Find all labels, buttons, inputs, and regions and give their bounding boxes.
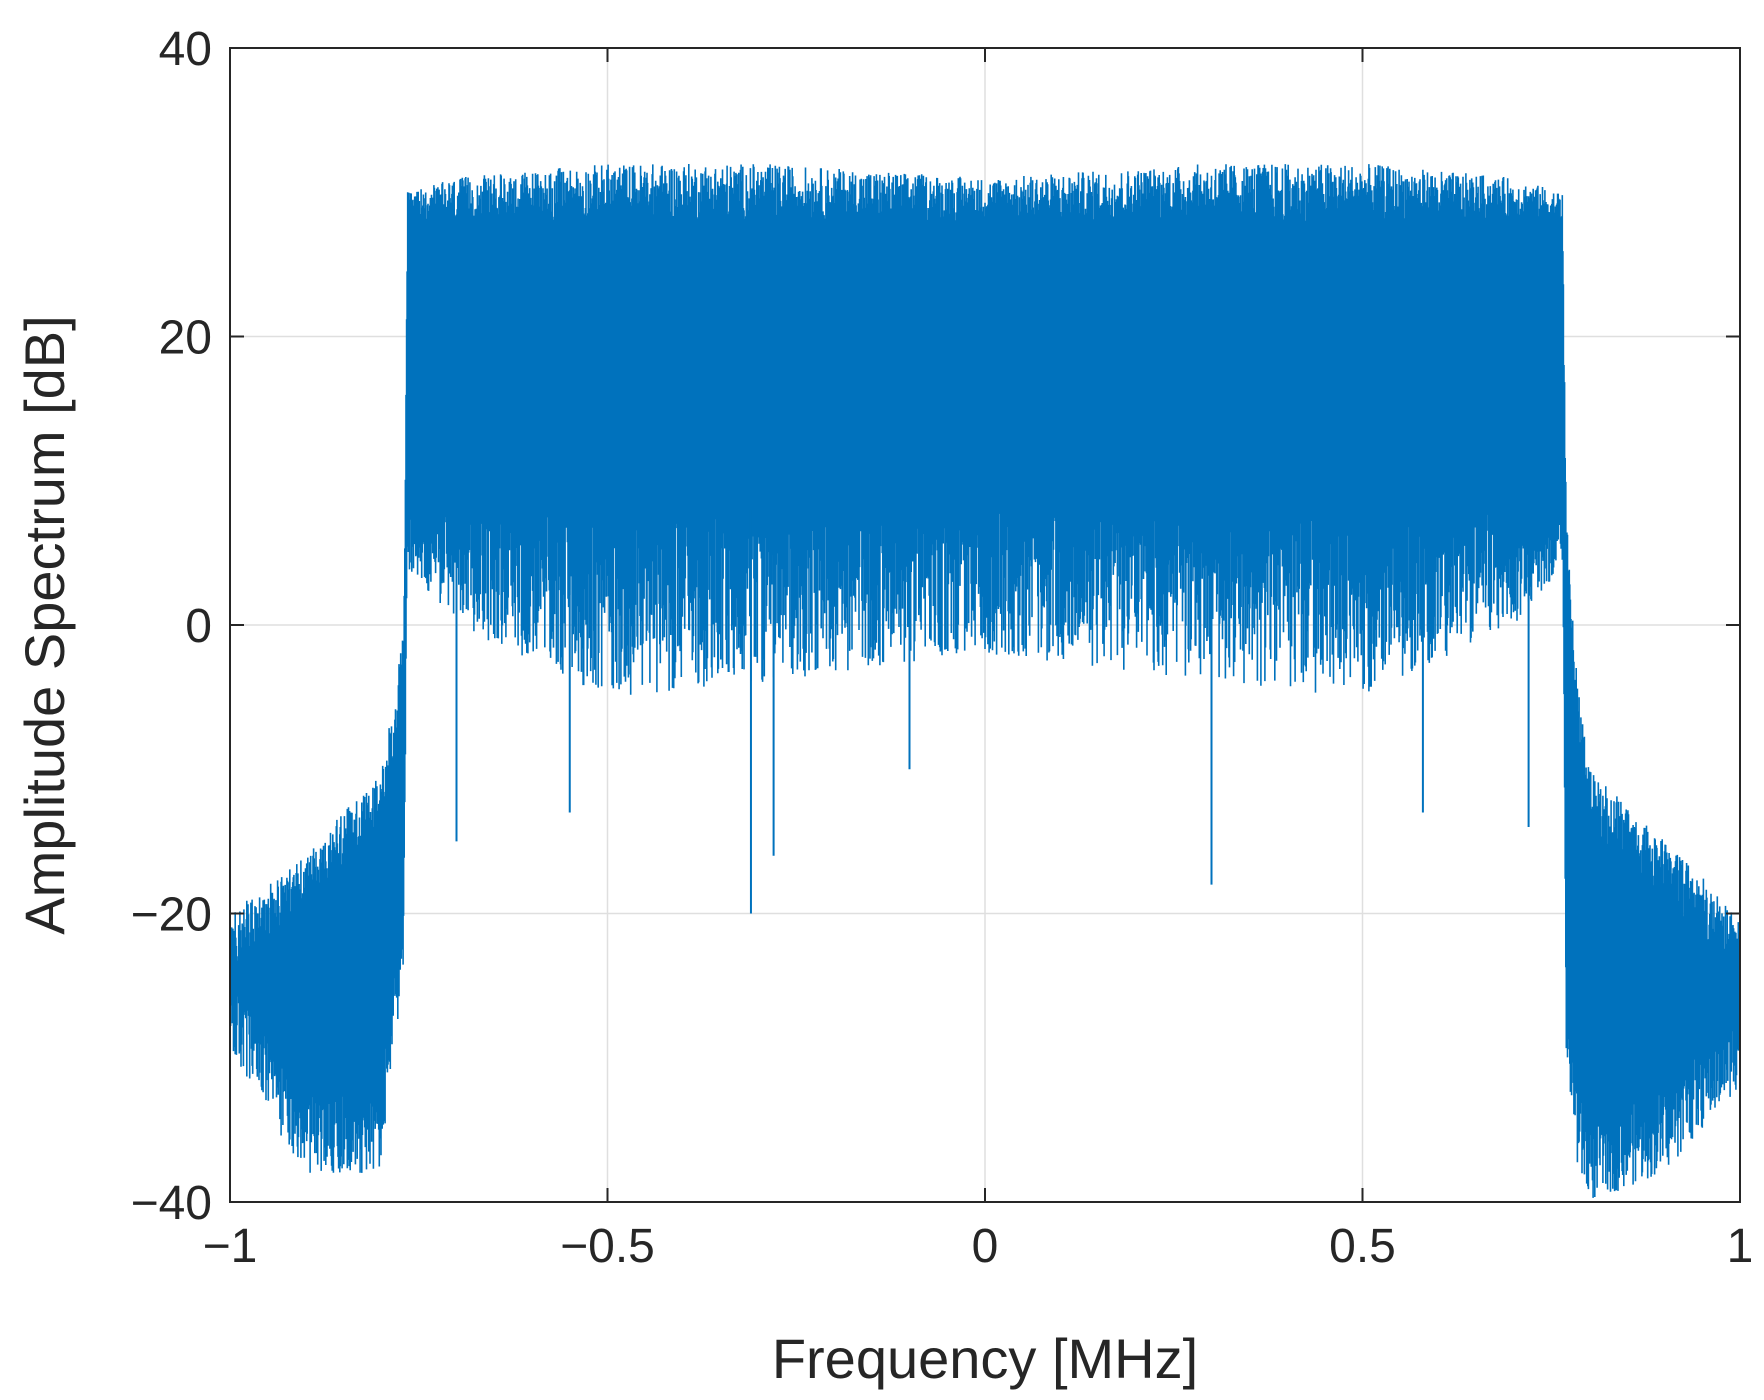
x-tick-label: 1	[1727, 1220, 1754, 1273]
x-tick-label: 0.5	[1329, 1220, 1396, 1273]
x-tick-labels: −1 −0.5 0 0.5 1	[203, 1220, 1754, 1273]
y-tick-label: 20	[159, 312, 212, 365]
spectrum-series	[230, 164, 1740, 1198]
x-tick-label: −0.5	[560, 1220, 655, 1273]
y-tick-label: −20	[131, 889, 212, 942]
y-axis-label: Amplitude Spectrum [dB]	[13, 315, 76, 934]
x-tick-label: −1	[203, 1220, 258, 1273]
x-axis-label: Frequency [MHz]	[772, 1327, 1198, 1390]
x-tick-label: 0	[972, 1220, 999, 1273]
axis-ticks	[229, 47, 1741, 1203]
passband-core	[407, 221, 1563, 510]
y-tick-label: 40	[159, 23, 212, 76]
y-tick-label: 0	[185, 600, 212, 653]
y-tick-labels: −40 −20 0 20 40	[131, 23, 212, 1230]
y-tick-label: −40	[131, 1177, 212, 1230]
